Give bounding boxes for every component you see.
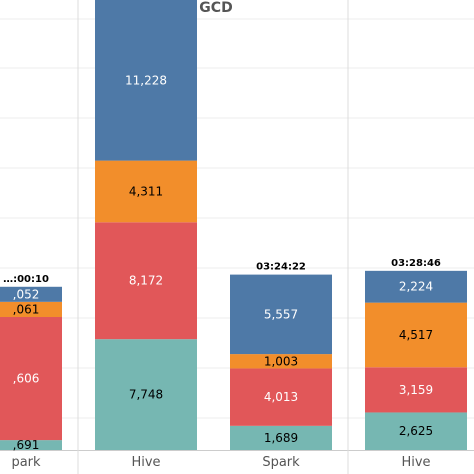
x-tick-label: park: [11, 455, 41, 470]
bar-segment: [230, 354, 332, 369]
x-tick-label: Hive: [131, 455, 160, 470]
segment-value-label: 2,224: [399, 280, 433, 294]
segment-value-label: ,606: [13, 372, 40, 386]
panel-dividers: [77, 0, 349, 474]
segment-value-label: 11,228: [125, 73, 167, 87]
bar-segment: [0, 286, 62, 302]
bar-segment: [365, 270, 467, 303]
bar-segment: [365, 367, 467, 413]
segment-value-label: 4,013: [264, 390, 298, 404]
panel-title: GCD: [199, 0, 232, 16]
segment-value-label: 1,689: [264, 431, 298, 445]
segment-value-label: 4,517: [399, 328, 433, 342]
segment-value-label: 8,172: [129, 274, 163, 288]
bars-layer: ,691 ,606 ,061,052 …:00:10 7,748 8,172 4,311 11…: [0, 0, 467, 452]
segment-value-label: ,691: [13, 438, 40, 452]
bar-total-label: …:00:10: [3, 274, 49, 285]
segment-value-label: 1,003: [264, 354, 298, 368]
x-tick-label: Spark: [262, 455, 300, 470]
bar-segment: [0, 440, 62, 450]
segment-value-label: ,061: [13, 302, 40, 316]
bar-total-label: 03:28:46: [391, 258, 441, 269]
segment-value-label: 3,159: [399, 383, 433, 397]
bar-segment: [95, 160, 197, 223]
segment-value-label: ,052: [13, 287, 40, 301]
bar-segment: [230, 368, 332, 426]
bar-segment: [365, 302, 467, 368]
bar-segment: [365, 412, 467, 450]
bar-segment: [95, 222, 197, 340]
bar-segment: [95, 339, 197, 450]
bar-total-label: 03:24:22: [256, 262, 306, 273]
segment-value-label: 4,311: [129, 184, 163, 198]
bar-segment: [95, 0, 197, 161]
x-tick-label: Hive: [401, 455, 430, 470]
segment-value-label: 2,625: [399, 424, 433, 438]
segment-value-label: 7,748: [129, 388, 163, 402]
bar-segment: [230, 274, 332, 355]
bar-segment: [0, 317, 62, 441]
bar-segment: [230, 425, 332, 450]
segment-value-label: 5,557: [264, 307, 298, 321]
bar-segment: [0, 301, 62, 318]
x-tick-labels: park Hive Spark Hive: [11, 455, 430, 470]
